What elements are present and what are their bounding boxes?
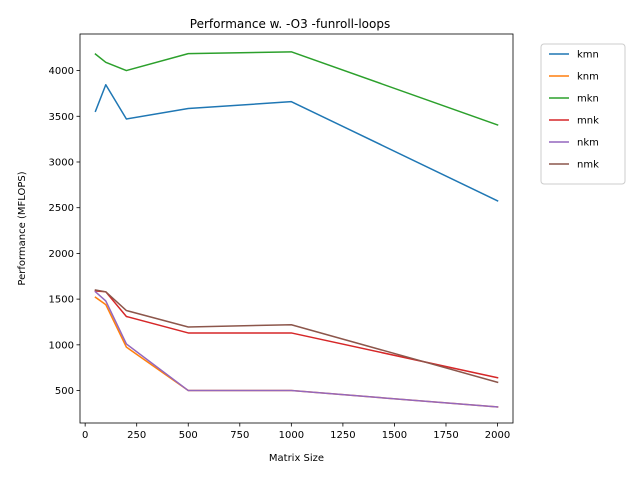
y-tick-label: 3500 (49, 112, 74, 123)
plot-lines (94, 51, 499, 408)
x-tick-label: 2000 (485, 430, 510, 441)
y-tick-label: 500 (55, 386, 74, 397)
series-line-nkm (94, 290, 499, 408)
legend-label-mkn: mkn (577, 94, 599, 105)
series-line-nmk (94, 289, 499, 384)
plot-frame (79, 33, 514, 424)
x-tick-label: 1000 (279, 430, 304, 441)
chart-title: Performance w. -O3 -funroll-loops (190, 17, 390, 31)
y-tick-label: 2500 (49, 203, 74, 214)
x-tick-label: 1500 (382, 430, 407, 441)
x-tick-label: 1250 (330, 430, 355, 441)
y-tick-label: 2000 (49, 249, 74, 260)
x-axis-label: Matrix Size (269, 453, 324, 464)
legend: kmn knm mkn mnk nkm nmk (540, 43, 626, 185)
legend-label-nmk: nmk (577, 160, 599, 171)
series-line-kmn (94, 83, 499, 202)
x-tick-label: 250 (127, 430, 146, 441)
x-tick-label: 500 (179, 430, 198, 441)
y-tick-label: 1000 (49, 340, 74, 351)
x-tick-label: 750 (230, 430, 249, 441)
series-line-mkn (94, 51, 499, 126)
legend-frame (540, 43, 626, 185)
y-tick-label: 1500 (49, 295, 74, 306)
y-axis: 500 1000 1500 2000 2500 3000 3500 4000 (49, 66, 80, 397)
y-axis-label: Performance (MFLOPS) (17, 171, 28, 285)
x-tick-label: 1750 (433, 430, 458, 441)
x-tick-label: 0 (82, 430, 88, 441)
legend-label-kmn: kmn (577, 50, 599, 61)
legend-label-knm: knm (577, 72, 599, 83)
legend-label-nkm: nkm (577, 138, 599, 149)
y-tick-label: 4000 (49, 66, 74, 77)
x-axis: 0 250 500 750 1000 1250 1500 1750 2000 (82, 423, 510, 441)
legend-label-mnk: mnk (577, 116, 599, 127)
y-tick-label: 3000 (49, 157, 74, 168)
